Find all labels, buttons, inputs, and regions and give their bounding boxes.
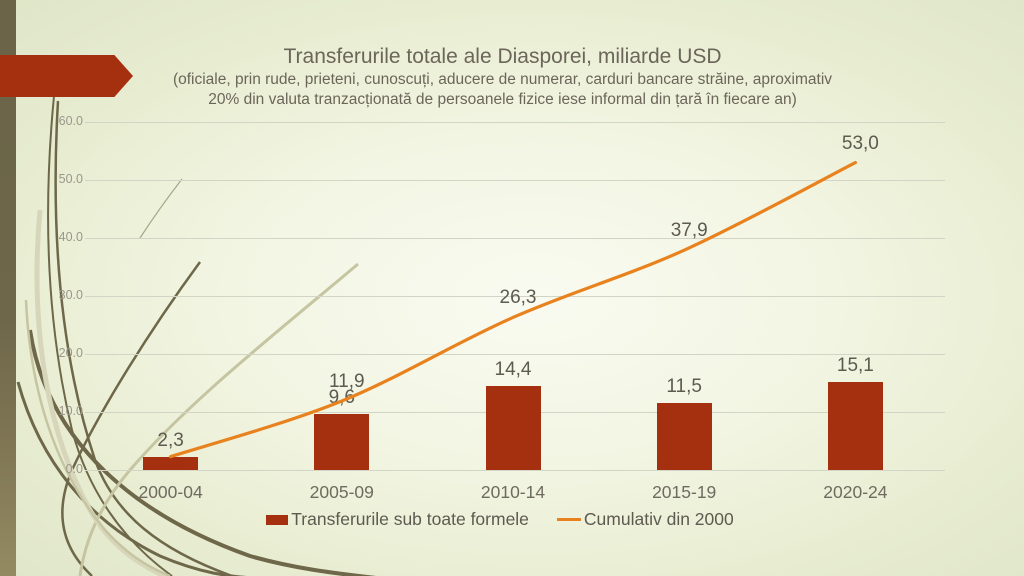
bar-2015-19 bbox=[656, 403, 712, 470]
line-data-label: 11,9 bbox=[329, 370, 365, 392]
y-axis-tick-label: 60.0 bbox=[58, 114, 83, 128]
x-axis-category-label: 2015-19 bbox=[652, 482, 717, 502]
red-arrow-banner bbox=[0, 55, 133, 97]
x-axis-category-label: 2010-14 bbox=[480, 482, 546, 502]
bar-data-label: 15,1 bbox=[836, 355, 874, 377]
left-edge-stripe bbox=[0, 0, 16, 576]
bar-data-label: 14,4 bbox=[494, 359, 532, 381]
bar-data-label: 11,5 bbox=[666, 376, 702, 398]
line-data-label: 53,0 bbox=[841, 132, 879, 154]
gridline bbox=[85, 180, 945, 181]
legend-label: Transferurile sub toate formele bbox=[291, 509, 529, 529]
x-axis-category-label: 2005-09 bbox=[309, 482, 374, 502]
line-data-label: 26,3 bbox=[499, 287, 537, 309]
y-axis-tick-label: 40.0 bbox=[58, 230, 83, 244]
y-axis-tick-label: 50.0 bbox=[58, 172, 83, 186]
y-axis-tick-label: 0.0 bbox=[65, 462, 83, 476]
chart-title: Transferurile totale ale Diasporei, mili… bbox=[283, 45, 722, 68]
y-axis-tick-label: 10.0 bbox=[58, 404, 83, 418]
legend-label: Cumulativ din 2000 bbox=[583, 509, 734, 529]
legend-item: Transferurile sub toate formele bbox=[266, 509, 529, 530]
gridline bbox=[85, 122, 945, 123]
line-series-swatch-icon bbox=[556, 518, 581, 521]
x-axis-category-label: 2020-24 bbox=[823, 482, 888, 502]
title-block: Transferurile totale ale Diasporei, mili… bbox=[0, 44, 1005, 110]
bar-2000-04 bbox=[143, 456, 199, 470]
x-axis-category-label: 2000-04 bbox=[138, 482, 203, 502]
y-axis-tick-label: 30.0 bbox=[58, 288, 83, 302]
bar-2005-09 bbox=[314, 414, 370, 470]
chart-subtitle-line1: (oficiale, prin rude, prieteni, cunoscuț… bbox=[172, 71, 833, 88]
chart-legend: Transferurile sub toate formele Cumulativ… bbox=[85, 509, 915, 530]
bar-2010-14 bbox=[485, 386, 541, 470]
gridline bbox=[85, 470, 945, 471]
bar-data-label: 2,3 bbox=[157, 429, 184, 451]
bar-series-swatch-icon bbox=[266, 514, 289, 525]
chart-subtitle-line2: 20% din valuta tranzacționată de persoan… bbox=[208, 91, 797, 108]
gridline bbox=[85, 238, 945, 239]
legend-item: Cumulativ din 2000 bbox=[556, 509, 734, 530]
line-data-label: 37,9 bbox=[670, 220, 708, 242]
bar-2020-24 bbox=[827, 382, 883, 470]
y-axis-tick-label: 20.0 bbox=[58, 346, 83, 360]
